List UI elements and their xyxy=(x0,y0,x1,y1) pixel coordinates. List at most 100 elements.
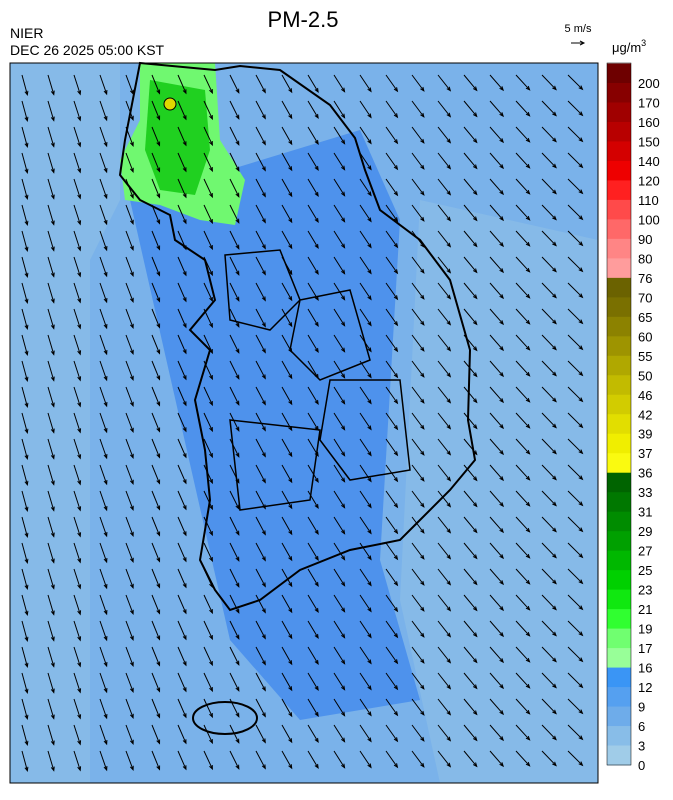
wind-arrow xyxy=(515,724,531,741)
wind-arrow xyxy=(281,646,293,666)
wind-arrow xyxy=(411,516,425,534)
wind-arrow xyxy=(437,568,452,586)
wind-arrow xyxy=(21,412,29,435)
wind-arrow xyxy=(567,646,584,663)
wind-scale-label: 5 m/s xyxy=(565,23,592,35)
wind-arrow xyxy=(177,412,187,433)
wind-arrow xyxy=(99,334,108,356)
wind-arrow xyxy=(437,230,452,248)
wind-arrow xyxy=(47,542,55,564)
wind-arrow xyxy=(255,646,266,666)
colorbar-label: 42 xyxy=(638,407,652,422)
wind-arrow xyxy=(411,126,425,144)
wind-arrow xyxy=(411,308,425,326)
wind-arrow xyxy=(21,360,29,383)
wind-arrow xyxy=(21,256,29,279)
wind-arrow xyxy=(541,698,557,715)
wind-arrow xyxy=(307,126,319,146)
wind-arrow xyxy=(307,750,319,770)
colorbar-label: 65 xyxy=(638,310,652,325)
wind-arrow xyxy=(125,412,134,433)
wind-arrow xyxy=(307,542,319,562)
wind-arrow xyxy=(463,672,478,690)
wind-arrow xyxy=(255,204,266,224)
wind-arrow xyxy=(281,100,293,120)
wind-arrow xyxy=(567,308,584,325)
colorbar-label: 12 xyxy=(638,680,652,695)
wind-arrow xyxy=(567,620,584,637)
wind-arrow xyxy=(255,100,266,120)
wind-arrow xyxy=(203,386,213,407)
wind-arrow xyxy=(177,542,187,563)
wind-arrow xyxy=(437,464,452,482)
wind-arrow xyxy=(21,308,29,331)
colorbar-segment xyxy=(607,63,631,84)
wind-arrow xyxy=(333,464,346,483)
wind-arrow xyxy=(281,542,293,562)
wind-arrow xyxy=(489,568,505,586)
colorbar-label: 90 xyxy=(638,232,652,247)
wind-arrow xyxy=(567,178,584,195)
wind-arrow xyxy=(229,464,240,484)
wind-arrow xyxy=(333,750,346,769)
wind-arrow xyxy=(385,100,399,119)
colorbar-label: 46 xyxy=(638,388,652,403)
wind-arrow xyxy=(177,308,187,329)
unit-sup: 3 xyxy=(641,38,646,48)
wind-arrow xyxy=(99,152,108,174)
wind-arrow xyxy=(47,100,55,122)
wind-arrow xyxy=(541,568,557,585)
wind-arrow xyxy=(567,360,584,377)
wind-arrow xyxy=(463,126,478,144)
wind-arrow xyxy=(99,256,108,278)
wind-arrow xyxy=(437,126,452,144)
wind-arrow xyxy=(385,126,399,145)
wind-arrow xyxy=(489,100,505,118)
wind-arrow xyxy=(567,230,584,247)
wind-arrow xyxy=(333,438,346,457)
wind-arrow xyxy=(255,620,266,640)
wind-arrow xyxy=(359,152,372,171)
wind-arrow xyxy=(255,464,266,484)
wind-arrow xyxy=(463,204,478,222)
wind-arrow xyxy=(567,74,584,91)
colorbar-segment xyxy=(607,453,631,474)
wind-arrow xyxy=(281,438,293,458)
colorbar-label: 200 xyxy=(638,76,660,91)
wind-arrow xyxy=(385,334,399,353)
wind-arrow xyxy=(255,568,266,588)
wind-arrow xyxy=(307,282,319,302)
wind-arrow xyxy=(229,230,240,250)
colorbar-segment xyxy=(607,570,631,591)
wind-arrow xyxy=(333,282,346,301)
colorbar-label: 170 xyxy=(638,95,660,110)
wind-arrow xyxy=(437,100,452,118)
wind-arrow xyxy=(541,490,557,507)
colorbar-label: 19 xyxy=(638,622,652,637)
wind-arrow xyxy=(437,672,452,690)
wind-arrow xyxy=(333,256,346,275)
wind-arrow xyxy=(515,646,531,663)
wind-arrow xyxy=(359,308,372,327)
wind-arrow xyxy=(21,516,29,539)
wind-arrow xyxy=(333,74,346,93)
wind-arrow xyxy=(385,750,399,769)
wind-arrow xyxy=(489,386,505,404)
map xyxy=(9,61,599,784)
wind-arrow xyxy=(203,542,213,563)
wind-arrow xyxy=(359,646,372,665)
colorbar-label: 80 xyxy=(638,251,652,266)
colorbar-segment xyxy=(607,277,631,298)
wind-arrow xyxy=(463,178,478,196)
wind-arrow xyxy=(515,412,531,429)
wind-arrow xyxy=(385,646,399,665)
wind-arrow xyxy=(489,360,505,378)
wind-arrow xyxy=(489,178,505,196)
wind-arrow xyxy=(255,256,266,276)
wind-arrow xyxy=(385,672,399,691)
wind-arrow xyxy=(281,750,293,770)
wind-arrow xyxy=(47,360,55,382)
wind-arrow xyxy=(333,698,346,717)
wind-arrow xyxy=(567,282,584,299)
wind-arrow xyxy=(333,594,346,613)
